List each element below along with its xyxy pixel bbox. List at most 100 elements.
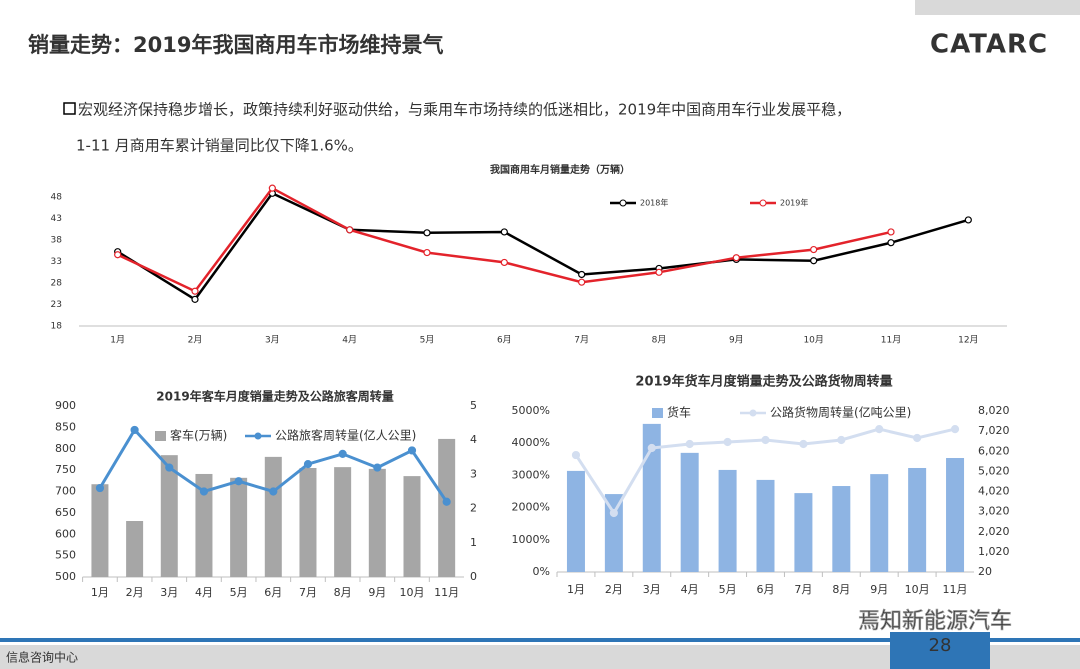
- x-tick-label: 7月: [299, 586, 317, 599]
- bar: [604, 494, 623, 572]
- marker: [442, 497, 451, 506]
- x-tick-label: 9月: [870, 583, 888, 596]
- x-tick-label: 12月: [958, 335, 978, 346]
- legend-label: 货车: [667, 405, 691, 420]
- y2-tick-label: 4: [470, 433, 477, 446]
- footer-org: 信息咨询中心: [6, 650, 78, 665]
- y-tick-label: 800: [55, 442, 76, 455]
- legend-swatch: [652, 408, 663, 418]
- x-tick-label: 5月: [420, 335, 435, 346]
- legend-marker: [749, 409, 757, 417]
- y-tick-label: 500: [55, 570, 76, 583]
- y-tick-label: 18: [51, 322, 63, 332]
- bar: [91, 484, 109, 577]
- bar: [908, 467, 927, 572]
- x-tick-label: 3月: [160, 586, 178, 599]
- legend-marker: [254, 432, 262, 440]
- marker: [887, 228, 895, 236]
- y-tick-label: 700: [55, 485, 76, 498]
- bar: [718, 469, 737, 572]
- marker: [199, 487, 209, 496]
- y-tick-label: 650: [55, 506, 76, 519]
- marker: [269, 487, 278, 496]
- marker: [373, 463, 382, 472]
- marker: [655, 268, 663, 276]
- y-tick-label: 33: [51, 257, 62, 267]
- y2-tick-label: 20: [978, 565, 992, 578]
- y-tick-label: 600: [55, 527, 76, 540]
- y-tick-label: 38: [51, 236, 63, 246]
- x-tick-label: 4月: [681, 583, 699, 596]
- x-tick-label: 2月: [605, 583, 623, 596]
- chart-title: 2019年客车月度销量走势及公路旅客周转量: [156, 389, 393, 404]
- y2-tick-label: 3,020: [978, 505, 1010, 518]
- marker: [723, 437, 732, 447]
- legend-label: 2018年: [640, 198, 668, 208]
- x-tick-label: 4月: [342, 335, 357, 346]
- x-tick-label: 11月: [434, 586, 459, 599]
- x-tick-label: 5月: [719, 583, 737, 596]
- marker: [761, 435, 770, 445]
- y2-tick-label: 0: [470, 570, 477, 583]
- x-tick-label: 11月: [881, 335, 901, 346]
- bar: [368, 468, 386, 577]
- marker: [799, 439, 808, 449]
- bar: [264, 456, 282, 577]
- marker: [268, 184, 276, 192]
- y-tick-label: 23: [51, 300, 62, 310]
- x-tick-label: 7月: [794, 583, 812, 596]
- marker: [130, 425, 139, 435]
- x-tick-label: 4月: [195, 586, 213, 599]
- bar: [438, 438, 456, 577]
- marker: [500, 258, 508, 267]
- marker: [338, 449, 347, 458]
- bar: [403, 476, 421, 577]
- y2-tick-label: 5: [470, 399, 477, 412]
- marker: [95, 483, 105, 493]
- legend-swatch: [155, 431, 166, 441]
- page-box: [890, 632, 990, 669]
- x-tick-label: 6月: [757, 583, 775, 596]
- x-tick-label: 10月: [905, 583, 930, 596]
- marker: [609, 508, 618, 518]
- x-tick-label: 1月: [110, 335, 125, 346]
- marker: [303, 460, 313, 469]
- x-tick-label: 3月: [643, 583, 661, 596]
- x-tick-label: 7月: [574, 335, 589, 346]
- bar: [832, 486, 851, 572]
- legend-label: 客车(万辆): [170, 428, 227, 443]
- y2-tick-label: 2,020: [978, 525, 1010, 538]
- bar: [230, 477, 248, 577]
- logo: CATARC: [930, 30, 1048, 60]
- marker: [950, 425, 960, 434]
- marker: [346, 226, 354, 234]
- marker: [191, 287, 199, 295]
- marker: [578, 278, 586, 286]
- marker: [191, 295, 199, 303]
- x-tick-label: 3月: [265, 335, 280, 346]
- chart-title: 我国商用车月销量走势（万辆）: [490, 163, 630, 176]
- y-tick-label: 28: [51, 279, 63, 289]
- marker: [887, 239, 895, 247]
- corner-band: [915, 0, 1080, 15]
- y2-tick-label: 4,020: [978, 485, 1010, 498]
- footer-line: [0, 638, 1080, 642]
- bar: [160, 455, 178, 577]
- x-tick-label: 6月: [497, 335, 512, 346]
- y-tick-label: 1000%: [512, 533, 550, 546]
- y-tick-label: 550: [55, 549, 76, 562]
- bullet-box: [63, 102, 76, 115]
- legend-label: 公路旅客周转量(亿人公里): [275, 428, 416, 443]
- y-tick-label: 3000%: [512, 468, 550, 481]
- bar: [195, 473, 213, 577]
- bar: [126, 520, 144, 577]
- x-tick-label: 11月: [943, 583, 968, 596]
- y-tick-label: 850: [55, 420, 76, 433]
- page-number: 28: [929, 635, 952, 656]
- y2-tick-label: 7,020: [978, 424, 1010, 437]
- marker: [837, 435, 846, 445]
- y-tick-label: 2000%: [512, 501, 550, 514]
- x-tick-label: 10月: [399, 586, 424, 599]
- x-tick-label: 8月: [832, 583, 850, 596]
- x-tick-label: 6月: [264, 586, 282, 599]
